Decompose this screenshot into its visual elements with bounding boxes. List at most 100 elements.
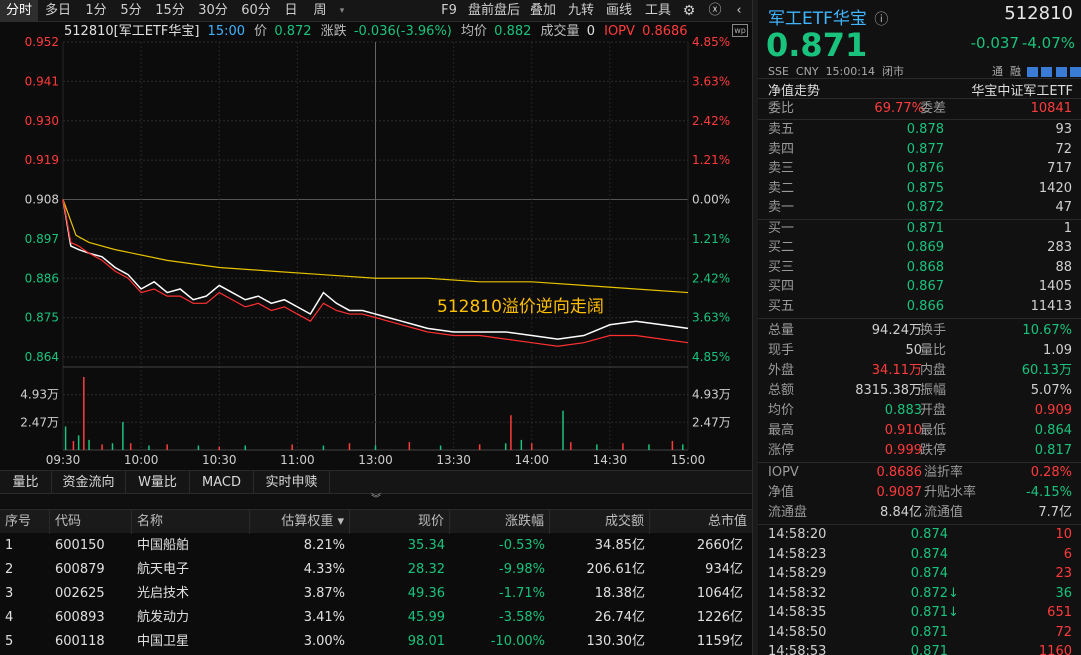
stat-label-2: 跌停: [920, 443, 947, 458]
intraday-chart[interactable]: 0.952 4.85% 0.941 3.63% 0.930 2.42% 0.919 1.21%…: [0, 22, 752, 468]
bid-row: 买五 0.866 11413: [758, 297, 1081, 317]
tab-multiday[interactable]: 多日: [44, 3, 71, 18]
tick-row: 14:58:50 0.871 72: [758, 623, 1081, 643]
stat-row: 均价 0.883 开盘 0.909: [758, 401, 1081, 421]
volume-tick-right: 4.93万: [692, 388, 731, 402]
x-tick: 14:30: [593, 453, 628, 467]
stat-value-2: 0.864: [1034, 423, 1072, 438]
bid-price: 0.866: [906, 298, 944, 314]
overlay-button[interactable]: 叠加: [529, 3, 556, 18]
col-name[interactable]: 名称: [132, 510, 250, 534]
row-turnover: 34.85亿: [594, 538, 645, 553]
tab-day[interactable]: 日: [284, 3, 298, 18]
f9-button[interactable]: F9: [441, 3, 457, 18]
tick-time: 14:58:32: [768, 585, 827, 601]
chevron-down-icon[interactable]: ▾: [339, 6, 345, 16]
info-iopv: 0.8686: [642, 24, 688, 39]
premarket-button[interactable]: 盘前盘后: [467, 3, 520, 18]
ask-price: 0.878: [906, 122, 944, 137]
wp-icon[interactable]: wp: [732, 24, 748, 37]
iopv-row: IOPV 0.8686 溢折率 0.28%: [758, 463, 1081, 483]
row-code: 600893: [55, 610, 105, 625]
draw-button[interactable]: 画线: [605, 3, 632, 18]
info-vol: 0: [586, 24, 595, 39]
table-row[interactable]: 1 600150 中国船舶 8.21% 35.34 -0.53% 34.85亿 2660亿: [0, 534, 752, 558]
alert-icon[interactable]: [1070, 67, 1081, 77]
trading-status: 闭市: [881, 65, 904, 78]
bid-price: 0.868: [906, 259, 944, 275]
tab-5min[interactable]: 5分: [120, 3, 142, 18]
collapse-icon[interactable]: ︾: [0, 494, 752, 508]
nav-trend-link[interactable]: 净值走势: [768, 84, 821, 99]
table-row[interactable]: 5 600118 中国卫星 3.00% 98.01 -10.00% 130.30亿 1159亿: [0, 630, 752, 654]
tab-macd[interactable]: MACD: [190, 471, 254, 495]
chart-svg: 0.952 4.85% 0.941 3.63% 0.930 2.42% 0.919 1.21%…: [20, 35, 731, 467]
link-icon[interactable]: [1041, 67, 1052, 77]
chevron-left-icon[interactable]: ‹: [736, 3, 742, 18]
tools-button[interactable]: 工具: [644, 3, 671, 18]
tab-w-volume-ratio[interactable]: W量比: [126, 471, 190, 495]
y-right-tick: 1.21%: [692, 153, 730, 167]
tab-capital-flow[interactable]: 资金流向: [52, 471, 126, 495]
ask-label: 卖四: [768, 141, 795, 157]
table-row[interactable]: 4 600893 航发动力 3.41% 45.99 -3.58% 26.74亿 1226亿: [0, 606, 752, 630]
iopv-label-2: 流通值: [924, 505, 964, 520]
tick-direction-icon: [948, 525, 964, 545]
info-vol-label: 成交量: [540, 24, 580, 39]
tick-price: 0.871: [910, 624, 948, 640]
info-icon[interactable]: ⓘ: [874, 12, 889, 28]
tab-volume-ratio[interactable]: 量比: [0, 471, 52, 495]
badge-margin: 融: [1010, 65, 1021, 78]
tab-realtime-creation[interactable]: 实时申赎: [254, 471, 330, 495]
row-price: 49.36: [407, 586, 445, 601]
table-row[interactable]: 3 002625 光启技术 3.87% 49.36 -1.71% 18.38亿 1064亿: [0, 582, 752, 606]
share-icon[interactable]: [1055, 67, 1067, 77]
table-row[interactable]: 2 600879 航天电子 4.33% 28.32 -9.98% 206.61亿 934亿: [0, 558, 752, 582]
col-price[interactable]: 现价: [350, 510, 450, 534]
panel-divider[interactable]: [752, 0, 758, 655]
col-market-cap[interactable]: 总市值: [707, 514, 747, 529]
col-turnover[interactable]: 成交额: [550, 510, 650, 534]
stat-value-2: 0.817: [1034, 443, 1072, 458]
y-left-tick: 0.952: [25, 35, 59, 49]
col-weight[interactable]: 估算权重 ▾: [250, 510, 350, 534]
ask-volume: 717: [1047, 161, 1072, 176]
tab-1min[interactable]: 1分: [85, 3, 107, 18]
tick-time: 14:58:29: [768, 566, 827, 581]
col-code[interactable]: 代码: [50, 510, 132, 534]
tab-60min[interactable]: 60分: [241, 3, 271, 18]
iopv-value-2: -4.15%: [1026, 485, 1072, 500]
badge-connect: 通: [992, 65, 1003, 78]
tab-intraday[interactable]: 分时: [0, 0, 38, 22]
row-market-cap: 1064亿: [696, 586, 743, 601]
x-tick: 13:30: [436, 453, 471, 467]
row-turnover: 130.30亿: [586, 634, 646, 649]
bid-volume: 1: [1063, 220, 1072, 236]
info-avg-label: 均价: [461, 24, 488, 39]
td9-button[interactable]: 九转: [567, 3, 594, 18]
ask-row: 卖二 0.875 1420: [758, 179, 1081, 199]
bid-row: 买三 0.868 88: [758, 258, 1081, 278]
tick-direction-icon: [948, 545, 964, 565]
y-left-tick: 0.941: [25, 74, 59, 88]
col-index[interactable]: 序号: [0, 510, 50, 534]
row-index: 4: [5, 610, 14, 625]
stat-value: 94.24万: [871, 323, 922, 338]
tab-week[interactable]: 周: [313, 3, 327, 18]
edit-icon[interactable]: [1026, 67, 1038, 77]
tick-volume: 36: [1055, 585, 1072, 601]
tab-15min[interactable]: 15分: [155, 3, 185, 18]
gear-icon[interactable]: ⚙: [682, 3, 696, 19]
tick-row: 14:58:29 0.874 23: [758, 564, 1081, 584]
tab-30min[interactable]: 30分: [198, 3, 228, 18]
exchange: SSE: [768, 65, 789, 78]
row-market-cap: 2660亿: [696, 538, 743, 553]
tick-direction-icon: [948, 642, 964, 655]
stat-label: 最高: [768, 423, 795, 438]
series-iopv-line: [62, 199, 689, 347]
y-right-tick: 2.42%: [692, 114, 730, 128]
col-change-pct[interactable]: 涨跌幅: [450, 510, 550, 534]
close-icon[interactable]: ⓧ: [708, 3, 722, 18]
info-avg: 0.882: [494, 24, 532, 39]
row-change-pct: -0.53%: [499, 538, 545, 553]
